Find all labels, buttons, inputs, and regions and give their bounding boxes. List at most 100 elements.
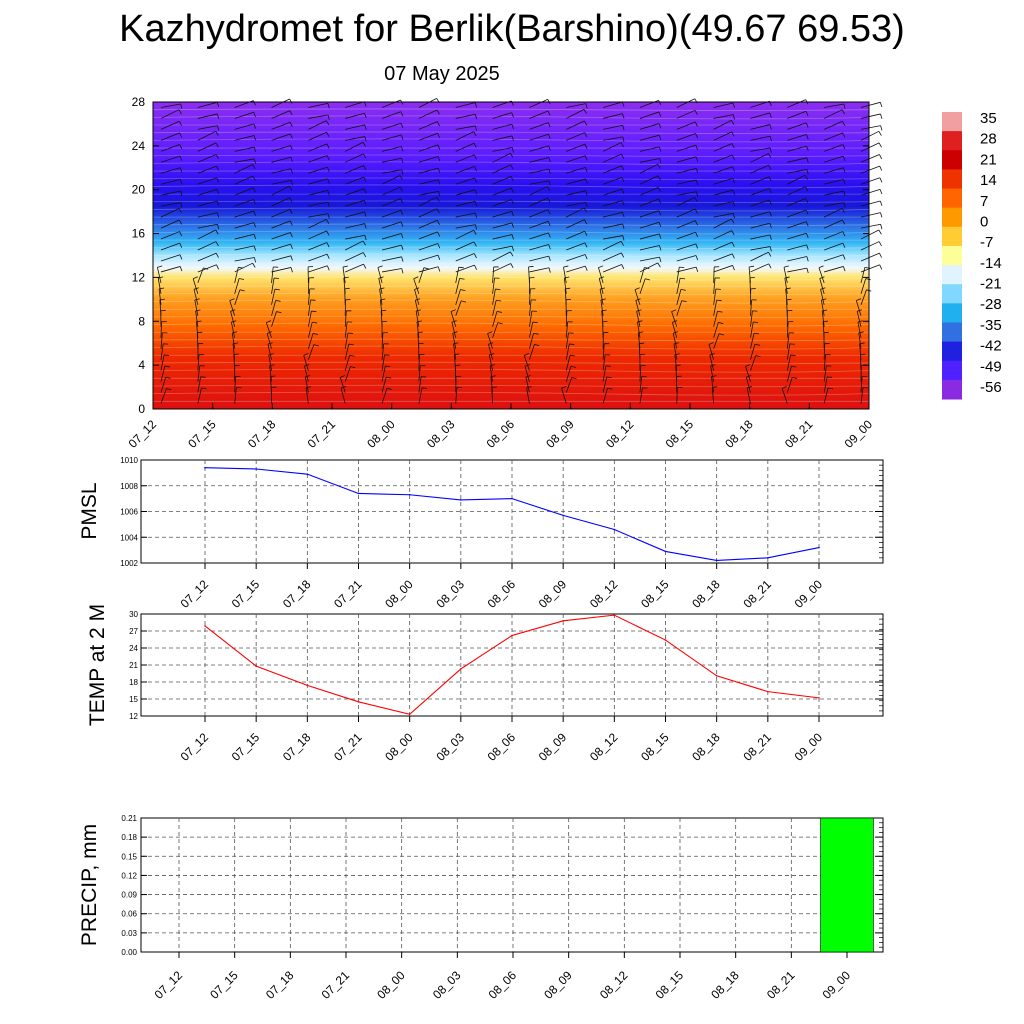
wind-barb-flag — [216, 177, 220, 183]
x-tick-label: 07_21 — [331, 730, 365, 764]
wind-barb — [455, 253, 475, 262]
wind-barb-flag — [215, 229, 219, 235]
wind-barb — [566, 178, 586, 185]
wind-barb-flag — [233, 353, 239, 356]
wind-barb — [787, 209, 807, 218]
colorbar-label: -28 — [980, 296, 1002, 313]
colorbar-label: -49 — [980, 358, 1002, 375]
colorbar-label: 14 — [980, 172, 997, 189]
wind-barb-flag — [805, 186, 809, 192]
wind-barb — [381, 268, 402, 273]
wind-barb — [860, 142, 880, 152]
wind-barb-flag — [528, 265, 534, 268]
wind-barb-flag — [695, 133, 698, 139]
wind-barb-flag — [253, 123, 256, 129]
wind-barb — [713, 102, 734, 108]
wind-barb-flag — [880, 125, 883, 131]
wind-barb-flag — [268, 353, 274, 356]
wind-barb — [713, 119, 732, 130]
wind-barb — [308, 253, 328, 262]
x-tick-label: 07_12 — [126, 417, 160, 451]
wind-barb — [345, 124, 365, 130]
wind-barb — [566, 155, 586, 163]
wind-barb — [566, 167, 586, 174]
wind-barb — [676, 121, 696, 130]
wind-barb — [455, 200, 476, 207]
wind-barb-flag — [585, 202, 588, 208]
wind-barb-flag — [421, 387, 427, 389]
x-tick-label: 08_06 — [485, 577, 519, 611]
wind-barb — [529, 145, 549, 152]
y-tick-label: 30 — [129, 610, 138, 619]
x-tick-label: 08_00 — [382, 730, 416, 764]
wind-barb-flag — [584, 120, 588, 126]
wind-barb — [492, 266, 495, 283]
wind-barb-flag — [364, 211, 367, 217]
wind-barb — [307, 299, 311, 316]
x-tick-label: 08_21 — [764, 968, 798, 1002]
wind-barb-flag — [681, 300, 687, 303]
x-tick-label: 07_21 — [331, 577, 365, 611]
wind-barb-flag — [164, 365, 170, 368]
wind-barb-flag — [858, 331, 864, 334]
wind-barb — [750, 187, 770, 196]
wind-barb-flag — [216, 212, 220, 218]
wind-barb — [160, 155, 181, 163]
wind-barb-flag — [327, 265, 330, 271]
wind-barb-flag — [437, 179, 441, 185]
wind-barb-flag — [350, 366, 356, 369]
wind-barb — [824, 190, 844, 196]
wind-barb — [781, 388, 788, 404]
wind-barb-flag — [180, 202, 183, 208]
wind-barb-flag — [732, 189, 735, 195]
colorbar-swatch — [942, 207, 962, 228]
x-tick-label: 07_18 — [263, 968, 297, 1002]
wind-barb — [234, 278, 240, 294]
wind-barb — [381, 244, 402, 251]
wind-barb — [565, 332, 569, 349]
wind-barb-flag — [459, 277, 465, 280]
y-tick-label: 0.06 — [121, 910, 137, 919]
x-tick-label: 07_12 — [152, 968, 186, 1002]
wind-barb-flag — [585, 178, 588, 184]
colorbar-swatch — [942, 150, 962, 170]
wind-barb — [271, 278, 275, 294]
wind-barb-flag — [769, 223, 772, 229]
wind-barb-flag — [718, 322, 724, 324]
data-point — [818, 697, 820, 699]
wind-barb — [860, 223, 881, 229]
wind-barb-flag — [474, 102, 478, 108]
wind-barb — [675, 365, 678, 382]
wind-barb-flag — [805, 111, 809, 116]
wind-barb — [450, 311, 457, 327]
wind-barb-flag — [731, 120, 735, 125]
wind-barb — [860, 267, 866, 284]
wind-barb — [418, 167, 439, 174]
wind-barb — [157, 267, 162, 284]
wind-barb-flag — [732, 178, 735, 184]
wind-barb — [602, 343, 605, 360]
wind-barb-flag — [455, 364, 461, 366]
wind-barb — [713, 143, 733, 152]
contour-line — [152, 338, 870, 342]
wind-barb — [602, 365, 607, 382]
wind-barb — [529, 133, 549, 141]
x-tick-label: 08_18 — [689, 577, 723, 611]
wind-barb — [492, 147, 513, 152]
wind-barb-flag — [732, 201, 735, 207]
colorbar-label: -56 — [980, 379, 1002, 396]
wind-barb — [787, 99, 806, 108]
wind-barb-flag — [731, 253, 735, 259]
wind-barb — [381, 256, 402, 262]
wind-barb — [750, 333, 755, 349]
wind-barb — [676, 243, 696, 251]
x-tick-label: 08_06 — [486, 968, 520, 1002]
wind-barb — [418, 144, 438, 152]
wind-barb — [750, 246, 771, 251]
wind-barb-flag — [290, 133, 293, 139]
wind-barb-flag — [511, 112, 514, 118]
wind-barb — [234, 111, 254, 119]
wind-barb — [345, 188, 365, 196]
wind-barb — [193, 289, 199, 305]
wind-barb-flag — [326, 242, 330, 248]
